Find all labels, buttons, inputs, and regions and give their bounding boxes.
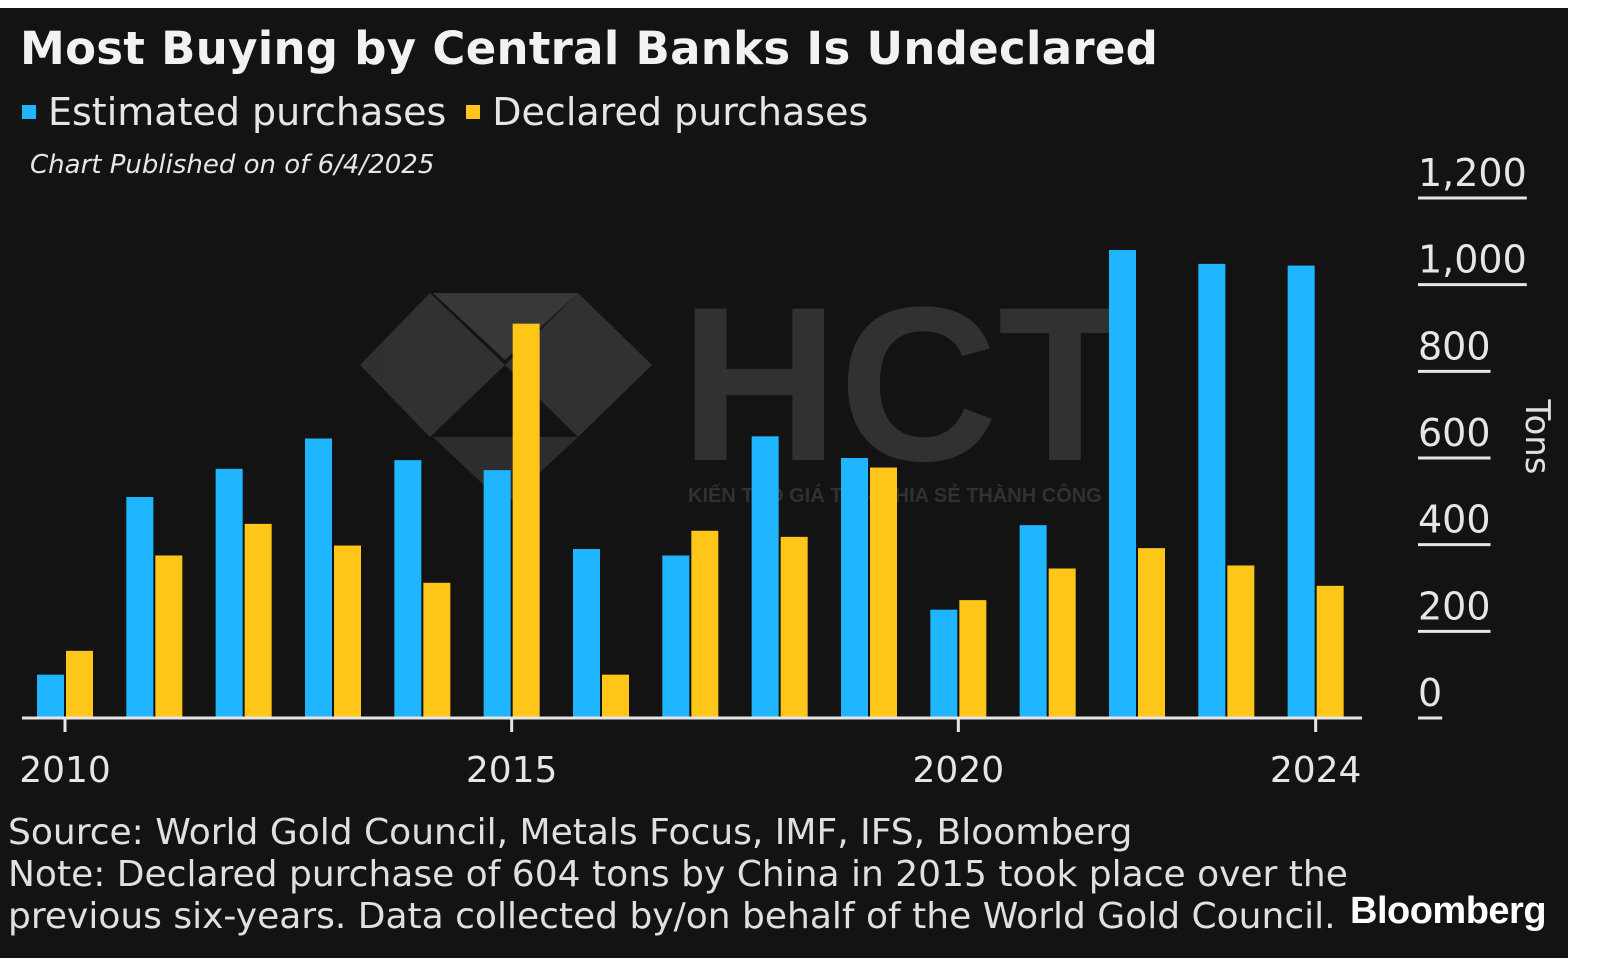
bar-declared-2014: [423, 582, 451, 718]
bar-estimated-2012: [215, 468, 243, 718]
bar-declared-2022: [1138, 548, 1165, 718]
y-tick-label-400: 400: [1418, 498, 1491, 542]
bar-estimated-2010: [37, 674, 64, 718]
bar-chart: HCT KIẾN TẠO GIÁ TRỊ - CHIA SẺ THÀNH CÔN…: [19, 151, 1557, 791]
legend-swatch-declared: [466, 105, 481, 119]
source-text: Source: World Gold Council, Metals Focus…: [8, 812, 1133, 853]
y-tick-label-1000: 1,000: [1418, 238, 1527, 282]
bar-declared-2015: [512, 323, 540, 718]
legend-item-declared: Declared purchases: [466, 90, 868, 134]
bar-declared-2012: [244, 523, 272, 718]
y-axis-labels: 0 200 400 600 800 1,000 1,200: [1418, 151, 1527, 715]
bar-declared-2011: [155, 555, 183, 718]
x-axis-ticks: 2010 2015 2020 2024: [19, 718, 1361, 791]
bar-estimated-2021: [1019, 525, 1047, 718]
bar-estimated-2022: [1109, 250, 1136, 718]
bar-estimated-2015: [483, 470, 511, 718]
bar-estimated-2014: [394, 460, 422, 718]
legend-item-estimated: Estimated purchases: [22, 90, 446, 134]
bar-estimated-2019: [841, 458, 868, 718]
chart-legend: Estimated purchases Declared purchases: [22, 90, 888, 134]
bar-declared-2024: [1316, 585, 1344, 718]
y-tick-label-800: 800: [1418, 324, 1491, 368]
y-tick-label-200: 200: [1418, 584, 1491, 628]
bar-estimated-2020: [930, 609, 958, 718]
bar-declared-2021: [1048, 568, 1076, 718]
y-tick-label-1200: 1,200: [1418, 151, 1527, 195]
x-tick-label-2024: 2024: [1270, 750, 1362, 791]
x-tick-label-2020: 2020: [913, 750, 1005, 791]
bar-declared-2010: [66, 650, 93, 718]
bar-declared-2019: [870, 467, 897, 718]
chart-footer: Source: World Gold Council, Metals Focus…: [8, 812, 1348, 938]
bar-estimated-2011: [126, 497, 154, 718]
bar-declared-2016: [602, 674, 629, 718]
legend-label-declared: Declared purchases: [492, 90, 869, 134]
x-tick-label-2015: 2015: [466, 750, 558, 791]
y-tick-label-600: 600: [1418, 411, 1491, 455]
legend-label-estimated: Estimated purchases: [48, 90, 447, 134]
bar-estimated-2016: [573, 549, 600, 718]
chart-title: Most Buying by Central Banks Is Undeclar…: [20, 22, 1159, 75]
bar-estimated-2024: [1287, 265, 1315, 718]
bar-declared-2023: [1227, 565, 1255, 718]
bar-declared-2020: [959, 600, 987, 718]
note-line-2: previous six-years. Data collected by/on…: [8, 896, 1336, 937]
bar-estimated-2018: [751, 436, 779, 718]
bar-estimated-2013: [305, 438, 332, 718]
x-tick-label-2010: 2010: [19, 750, 111, 791]
legend-swatch-estimated: [22, 105, 36, 119]
y-tick-label-0: 0: [1418, 671, 1442, 715]
bar-declared-2013: [334, 545, 361, 718]
note-line-1: Note: Declared purchase of 604 tons by C…: [8, 854, 1348, 895]
y-tick-underlines: [1418, 196, 1527, 720]
y-axis-title: Tons: [1517, 398, 1557, 474]
bar-estimated-2023: [1198, 263, 1226, 718]
watermark: HCT KIẾN TẠO GIÁ TRỊ - CHIA SẺ THÀNH CÔN…: [360, 261, 1132, 507]
bloomberg-logo: Bloomberg: [1350, 890, 1547, 932]
bars: [37, 250, 1344, 718]
bar-declared-2017: [691, 530, 719, 718]
chart-subtitle: Chart Published on of 6/4/2025: [30, 150, 435, 180]
bar-declared-2018: [780, 536, 808, 718]
bar-estimated-2017: [662, 555, 690, 718]
watermark-text: HCT: [680, 261, 1132, 507]
